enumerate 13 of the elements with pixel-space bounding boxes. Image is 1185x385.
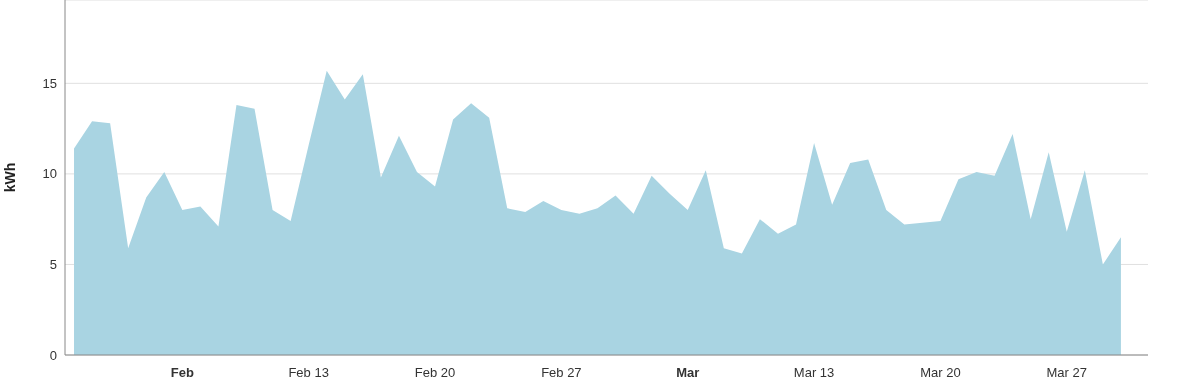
- x-tick-label: Mar 20: [920, 365, 961, 380]
- y-tick-label: 0: [49, 347, 57, 363]
- x-tick-label: Mar 27: [1046, 365, 1088, 380]
- x-tick-label: Feb 13: [288, 365, 329, 380]
- x-tick-label: Mar: [676, 365, 700, 380]
- x-tick-label: Feb: [170, 365, 194, 380]
- x-tick-label: Mar 13: [793, 365, 835, 380]
- x-tick-label: Feb 27: [541, 365, 582, 380]
- x-tick-label: Feb 20: [414, 365, 456, 380]
- y-axis-title: kWh: [1, 162, 18, 193]
- y-tick-label: 10: [42, 166, 57, 182]
- y-tick-label: 15: [42, 75, 57, 91]
- y-tick-label: 5: [49, 257, 57, 273]
